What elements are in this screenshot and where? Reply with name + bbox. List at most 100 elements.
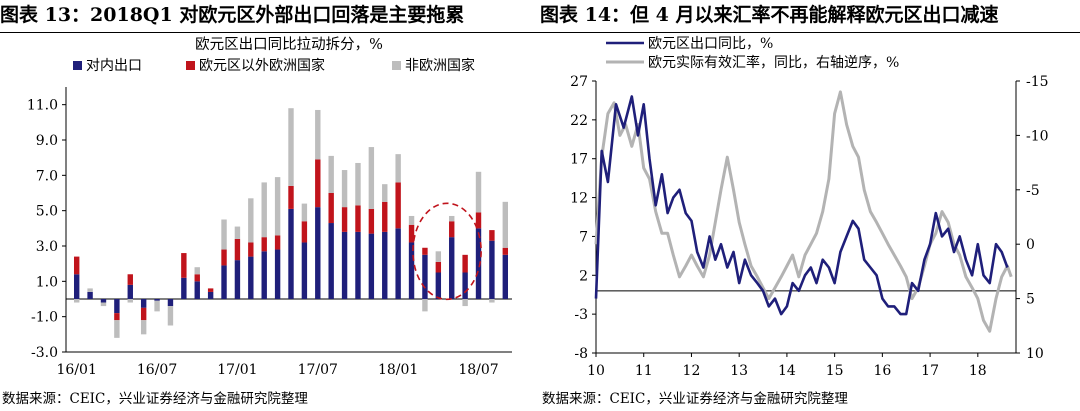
x-tick-label: 17 <box>921 363 939 379</box>
right-y-tick-label: 5 <box>1026 292 1035 308</box>
series-line-exports <box>594 95 1009 316</box>
legend-swatch-non <box>392 61 401 70</box>
y-tick-label: 11.0 <box>27 98 58 114</box>
bar-extra <box>181 253 187 278</box>
x-tick-label: 14 <box>778 363 796 379</box>
bar-extra <box>221 249 227 266</box>
bar-non <box>382 184 388 202</box>
bar-non <box>408 215 415 225</box>
bar-extra <box>408 224 415 243</box>
y-tick-label: 5.0 <box>36 204 58 220</box>
left-title-rule <box>0 32 540 33</box>
bar-extra <box>395 182 401 229</box>
bar-non <box>154 300 160 312</box>
bar-non <box>261 182 267 238</box>
bar-non <box>167 306 174 326</box>
bar-extra <box>368 208 375 234</box>
bar-non <box>127 299 133 303</box>
bar-non <box>422 299 428 312</box>
bar-intra <box>261 251 267 299</box>
bar-intra <box>248 256 254 299</box>
x-tick-label: 11 <box>635 363 653 379</box>
bar-intra <box>114 299 120 314</box>
y-tick-label: 9.0 <box>36 133 58 149</box>
bar-intra <box>154 299 160 301</box>
bar-intra <box>502 254 509 299</box>
bar-extra <box>248 242 254 257</box>
bar-non <box>368 147 375 209</box>
bar-extra <box>140 307 147 321</box>
x-tick-label: 18/01 <box>378 362 418 378</box>
y-tick-label: 3.0 <box>36 239 58 255</box>
bar-non <box>288 108 294 186</box>
bar-intra <box>435 272 442 299</box>
bar-non <box>449 215 455 222</box>
x-tick-label: 12 <box>683 363 701 379</box>
left-y-tick-label: -3 <box>574 307 588 323</box>
bar-intra <box>315 207 321 299</box>
bar-extra <box>301 221 308 243</box>
bar-intra <box>194 281 200 299</box>
bar-extra <box>355 205 361 232</box>
bar-non <box>328 155 334 193</box>
bar-intra <box>395 228 401 299</box>
bar-extra <box>382 201 388 232</box>
bar-intra <box>274 249 281 299</box>
bar-intra <box>489 240 495 299</box>
bar-intra <box>449 237 455 299</box>
bar-non <box>341 170 348 208</box>
left-panel-title: 图表 13：2018Q1 对欧元区外部出口回落是主要拖累 <box>0 4 465 26</box>
bar-intra <box>328 223 334 299</box>
bar-non <box>87 288 93 292</box>
bar-intra <box>355 231 361 299</box>
bar-extra <box>261 237 267 252</box>
bar-intra <box>234 260 241 299</box>
right-title-rule <box>540 32 1080 33</box>
bar-non <box>221 219 227 250</box>
bar-extra <box>288 185 294 209</box>
bar-intra <box>207 291 214 299</box>
bar-non <box>315 109 321 160</box>
bar-non <box>462 299 468 307</box>
right-y-tick-label: 10 <box>1026 346 1044 362</box>
bar-non <box>248 198 254 243</box>
right-y-tick-label: -15 <box>1026 74 1049 90</box>
y-tick-label: 1.0 <box>36 274 58 290</box>
highlight-ellipse <box>412 202 482 301</box>
x-tick-label: 18/07 <box>458 362 498 378</box>
left-y-tick-label: -8 <box>574 346 588 362</box>
legend-label-0: 欧元区出口同比，% <box>648 36 773 52</box>
bar-intra <box>462 272 468 299</box>
bar-extra <box>462 254 468 273</box>
bar-extra <box>489 230 495 241</box>
y-tick-label: -3.0 <box>31 345 58 361</box>
bar-intra <box>368 233 375 299</box>
bar-intra <box>87 291 93 299</box>
x-tick-label: 18 <box>969 363 987 379</box>
bar-intra <box>475 228 482 299</box>
bar-extra <box>274 235 281 250</box>
left-y-tick-label: 22 <box>570 113 588 129</box>
left-y-tick-label: 2 <box>579 268 588 284</box>
left-y-tick-label: 17 <box>570 152 588 168</box>
bar-extra <box>328 193 334 224</box>
bar-non <box>489 299 495 303</box>
bar-chart: 欧元区出口同比拉动拆分，% 对内出口 欧元区以外欧洲国家 非欧洲国家 -3.0 -1.0 1… <box>27 36 512 378</box>
bar-intra <box>288 208 294 299</box>
bar-intra <box>140 299 147 308</box>
bar-non <box>355 162 361 206</box>
bar-intra <box>127 284 133 299</box>
bar-intra <box>422 254 428 299</box>
legend-swatch-extra <box>186 61 195 70</box>
y-tick-label: -1.0 <box>31 310 58 326</box>
bar-chart-title: 欧元区出口同比拉动拆分，% <box>195 36 383 53</box>
right-y-tick-label: -5 <box>1026 183 1040 199</box>
bar-extra <box>341 207 348 232</box>
x-tick-label: 17/01 <box>217 362 257 378</box>
bar-non <box>194 267 200 275</box>
right-y-tick-label: 0 <box>1026 237 1035 253</box>
bar-non <box>100 302 107 307</box>
bar-extra <box>435 261 442 273</box>
bar-non <box>140 320 147 335</box>
